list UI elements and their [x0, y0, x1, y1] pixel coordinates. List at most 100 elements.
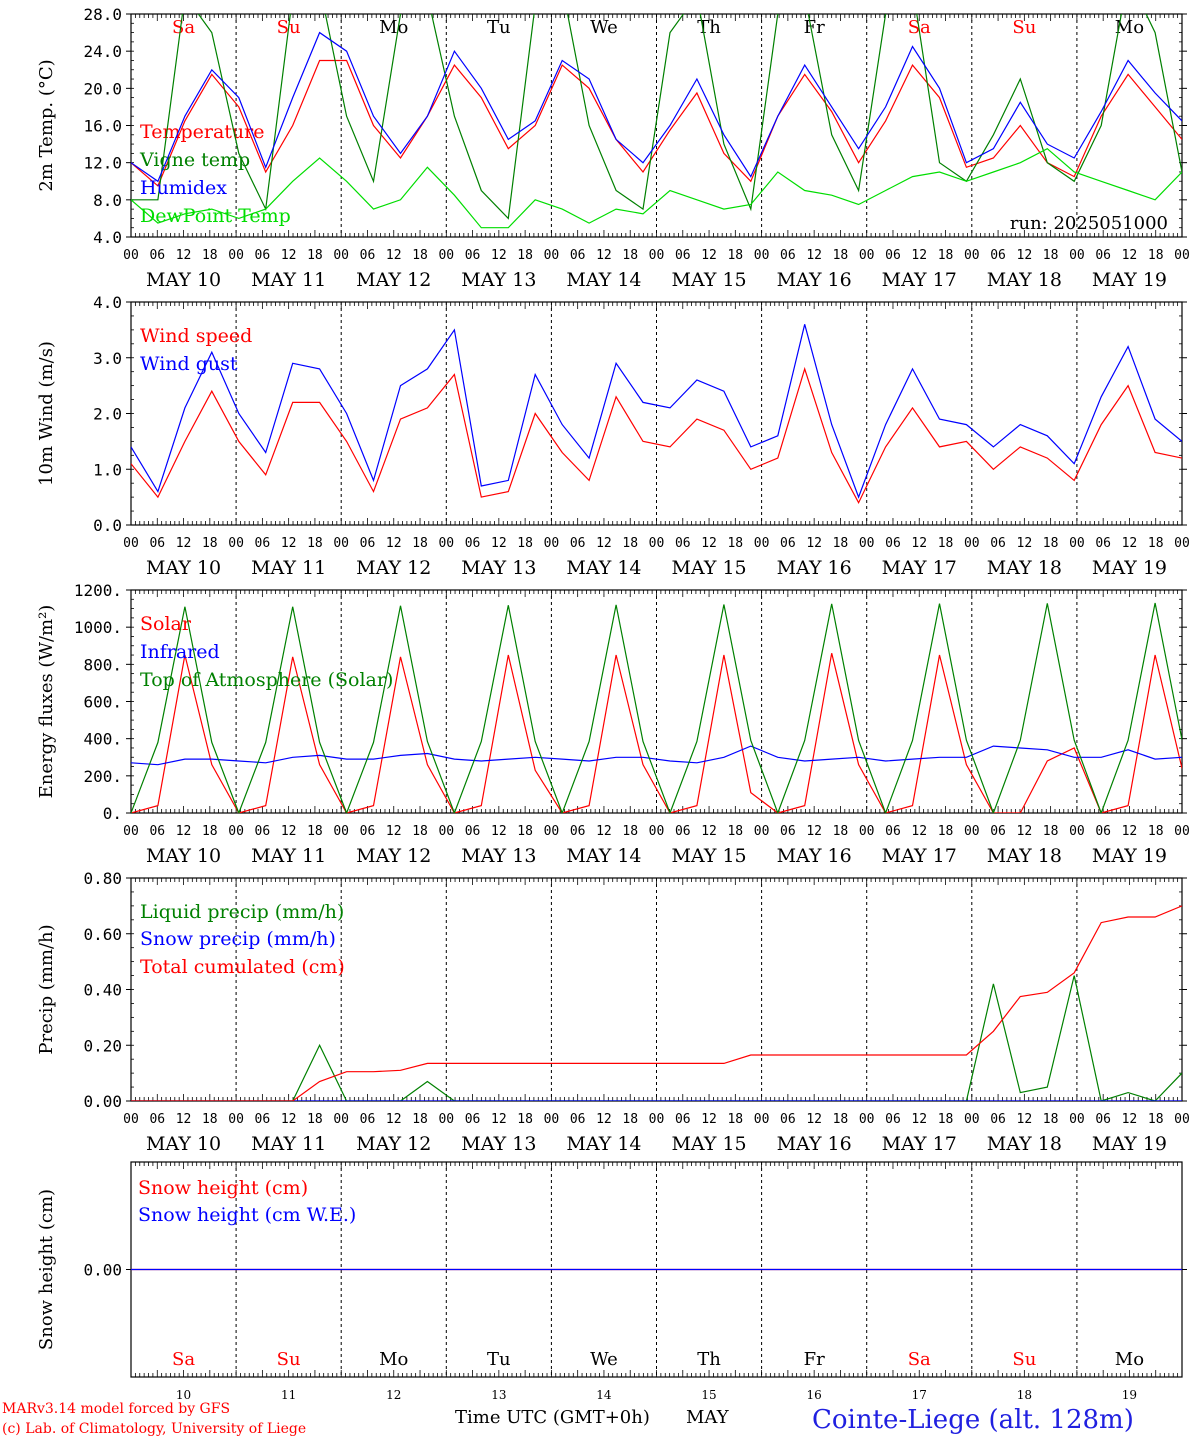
panels: 4.0 8.0 12.0 16.0 20.0 24.0 28.0 2m Temp. (°C) 0… [36, 5, 1190, 1402]
hour-tick-label: 06 [885, 536, 901, 551]
y-tick-label: 3.0 [93, 349, 122, 368]
legend-entry: Snow precip (mm/h) [140, 928, 336, 950]
hour-tick-label: 06 [675, 248, 691, 263]
date-label: MAY 16 [777, 557, 852, 579]
legend-entry: Top of Atmosphere (Solar) [140, 669, 393, 691]
date-label: MAY 14 [566, 845, 641, 867]
hour-tick-label: 00 [859, 1112, 875, 1127]
y-tick-label: 12.0 [83, 154, 122, 173]
station-title: Cointe-Liege (alt. 128m) [812, 1405, 1134, 1435]
y-tick-label: 0.60 [83, 925, 122, 944]
date-label: MAY 13 [461, 269, 536, 291]
day-number-label: 11 [281, 1388, 296, 1402]
hour-tick-label: 06 [255, 824, 271, 839]
y-tick-label: 0.00 [83, 1092, 122, 1111]
hour-tick-label: 06 [465, 248, 481, 263]
y-axis-label: Precip (mm/h) [36, 924, 57, 1054]
weekday-label: Tu [487, 17, 511, 38]
date-label: MAY 15 [671, 557, 746, 579]
date-label: MAY 13 [461, 845, 536, 867]
panel-wind: 0.0 1.0 2.0 3.0 4.0 10m Wind (m/s) 00 06 12 18 MAY… [36, 293, 1190, 579]
hour-tick-label: 06 [149, 1112, 165, 1127]
hour-tick-label: 12 [806, 536, 822, 551]
hour-tick-label: 06 [255, 1112, 271, 1127]
hour-tick-label: 18 [517, 824, 533, 839]
y-tick-label: 0.80 [83, 869, 122, 888]
hour-tick-label: 18 [727, 248, 743, 263]
panel-precip: 0.00 0.20 0.40 0.60 0.80 Precip (mm/h) 00 06 12 1… [36, 869, 1190, 1155]
y-tick-label: 4.0 [93, 293, 122, 312]
date-label: MAY 14 [566, 269, 641, 291]
hour-tick-label: 12 [596, 824, 612, 839]
hour-tick-label: 12 [911, 248, 927, 263]
hour-tick-label: 12 [386, 824, 402, 839]
hour-tick-label: 18 [307, 1112, 323, 1127]
hour-tick-label: 18 [622, 536, 638, 551]
hour-tick-label: 06 [1095, 536, 1111, 551]
hour-tick-label: 00 [964, 536, 980, 551]
date-label: MAY 18 [987, 557, 1062, 579]
hour-tick-label: 00 [333, 1112, 349, 1127]
legend-entry: Vigne temp [139, 149, 250, 171]
legend-entry: Snow height (cm) [138, 1177, 308, 1199]
hour-tick-label: 00 [859, 824, 875, 839]
hour-tick-label: 00 [649, 248, 665, 263]
date-label: MAY 18 [987, 269, 1062, 291]
hour-tick-label: 18 [307, 824, 323, 839]
hour-tick-label: 06 [675, 536, 691, 551]
y-axis-label: 10m Wind (m/s) [36, 341, 57, 486]
date-label: MAY 17 [882, 1133, 957, 1155]
hour-tick-label: 00 [544, 1112, 560, 1127]
hour-tick-label: 12 [491, 536, 507, 551]
y-axis-label: Energy fluxes (W/m²) [36, 605, 57, 799]
hour-tick-label: 12 [911, 536, 927, 551]
hour-tick-label: 12 [911, 824, 927, 839]
series-line [131, 59, 1182, 187]
hour-tick-label: 00 [228, 824, 244, 839]
series-line [131, 905, 1182, 1101]
hour-tick-label: 06 [990, 536, 1006, 551]
series-line [131, 147, 1182, 229]
hour-tick-label: 18 [307, 248, 323, 263]
hour-tick-label: 18 [622, 824, 638, 839]
weekday-label: Mo [1115, 1349, 1144, 1370]
y-axis-label: 2m Temp. (°C) [36, 59, 57, 191]
hour-tick-label: 12 [176, 824, 192, 839]
date-label: MAY 15 [671, 845, 746, 867]
hour-tick-label: 12 [596, 248, 612, 263]
series-line [131, 324, 1182, 499]
hour-tick-label: 00 [1174, 1112, 1190, 1127]
hour-tick-label: 06 [149, 248, 165, 263]
hour-tick-label: 00 [123, 824, 139, 839]
y-tick-label: 0.00 [83, 1261, 122, 1280]
y-axis-label: Snow height (cm) [36, 1189, 57, 1350]
date-label: MAY 11 [251, 1133, 326, 1155]
hour-tick-label: 12 [386, 248, 402, 263]
hour-tick-label: 00 [544, 248, 560, 263]
hour-tick-label: 06 [780, 824, 796, 839]
weekday-label: Mo [1115, 17, 1144, 38]
legend-entry: Solar [140, 613, 192, 635]
hour-tick-label: 06 [990, 824, 1006, 839]
hour-tick-label: 18 [727, 824, 743, 839]
hour-tick-label: 18 [1148, 248, 1164, 263]
hour-tick-label: 12 [911, 1112, 927, 1127]
weekday-label: Sa [172, 17, 195, 38]
weekday-label: Su [1012, 17, 1036, 38]
legend-entry: Total cumulated (cm) [140, 956, 345, 978]
hour-tick-label: 18 [412, 248, 428, 263]
hour-tick-label: 18 [938, 248, 954, 263]
hour-tick-label: 18 [517, 536, 533, 551]
hour-tick-label: 06 [780, 248, 796, 263]
hour-tick-label: 12 [701, 1112, 717, 1127]
hour-tick-label: 18 [938, 824, 954, 839]
credit-line-2: (c) Lab. of Climatology, University of L… [2, 1421, 306, 1437]
hour-tick-label: 00 [333, 824, 349, 839]
date-label: MAY 11 [251, 557, 326, 579]
hour-tick-label: 12 [596, 1112, 612, 1127]
hour-tick-label: 00 [964, 824, 980, 839]
hour-tick-label: 00 [123, 536, 139, 551]
hour-tick-label: 18 [412, 824, 428, 839]
hour-tick-label: 12 [701, 824, 717, 839]
legend-entry: Humidex [140, 177, 227, 199]
